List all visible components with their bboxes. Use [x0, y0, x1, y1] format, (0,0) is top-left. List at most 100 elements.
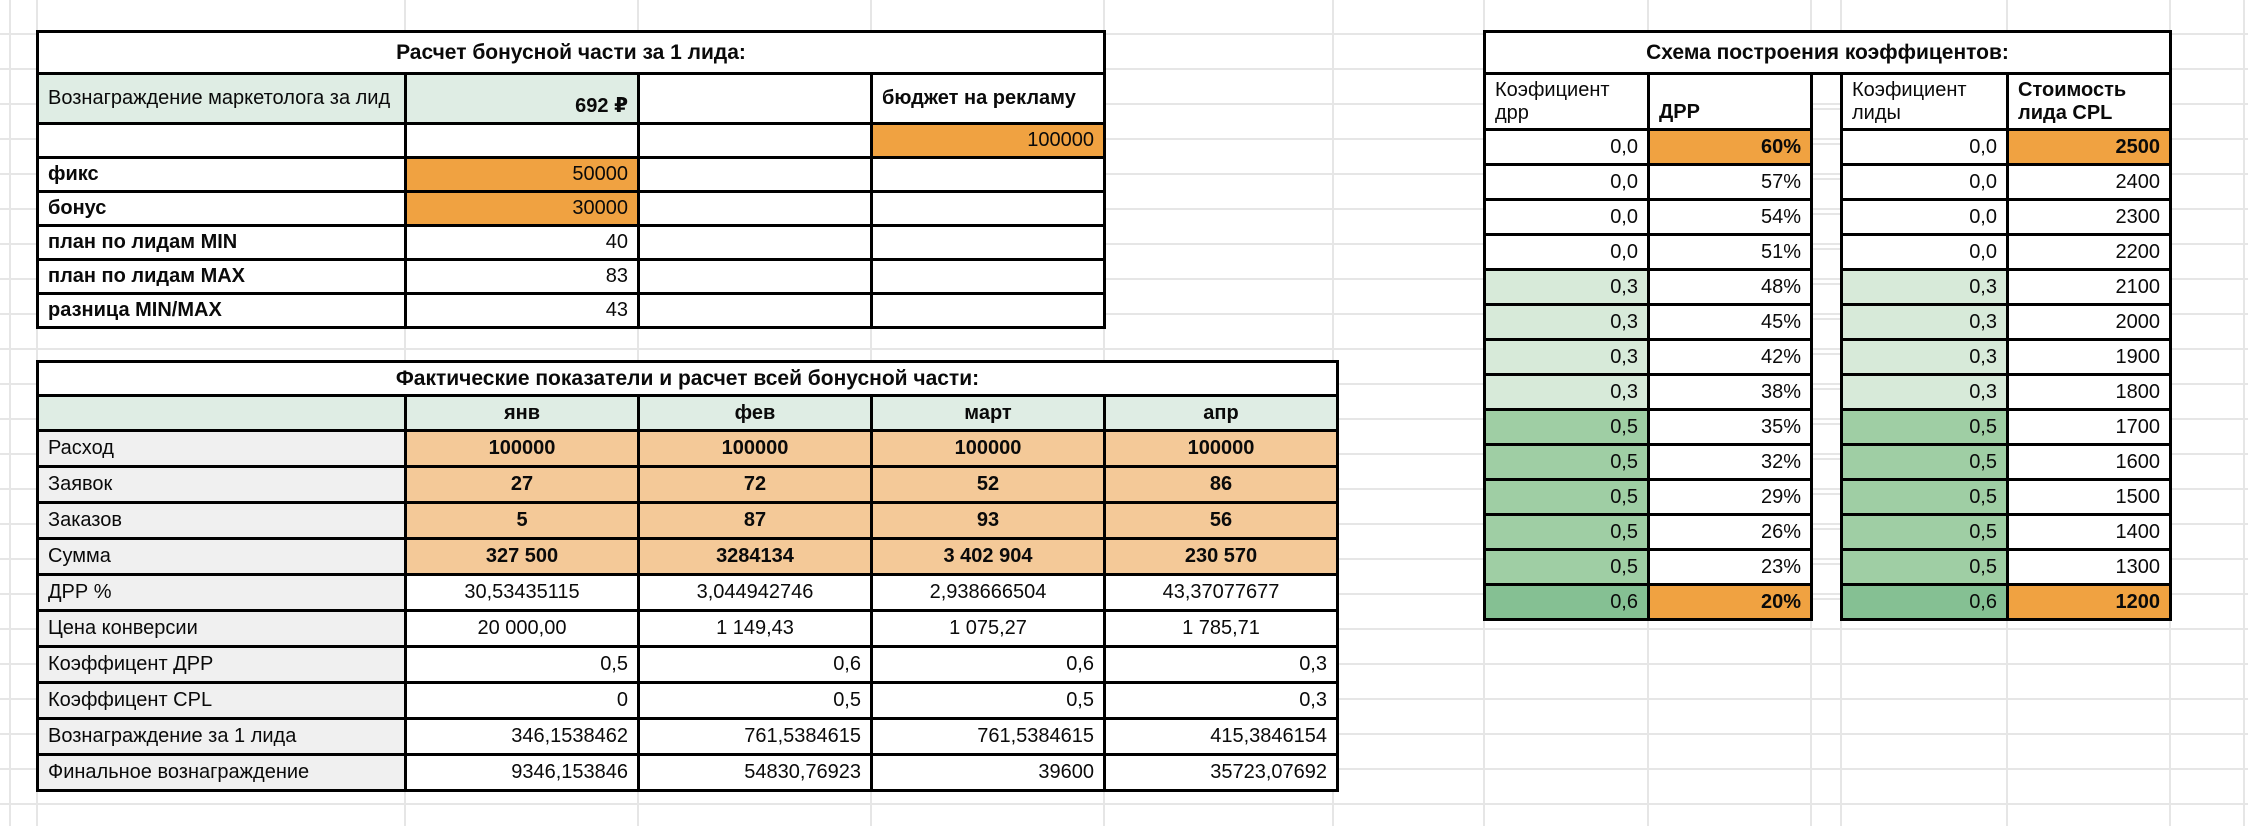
actuals-cell[interactable]: 43,37077677 [1106, 576, 1339, 612]
cpl-cell[interactable]: 0,3 [1843, 306, 2009, 341]
actuals-cell[interactable]: Сумма [39, 540, 407, 576]
cpl-cell[interactable]: 1500 [2009, 481, 2172, 516]
actuals-cell[interactable]: янв [407, 397, 640, 432]
drr-cell[interactable]: 0,5 [1486, 411, 1650, 446]
actuals-cell[interactable]: апр [1106, 397, 1339, 432]
bonus-cell[interactable]: 43 [407, 295, 640, 329]
bonus-cell[interactable]: план по лидам MAX [39, 261, 407, 295]
drr-cell[interactable]: 48% [1650, 271, 1813, 306]
actuals-cell[interactable]: 9346,153846 [407, 756, 640, 792]
actuals-cell[interactable]: 5 [407, 504, 640, 540]
actuals-cell[interactable]: Вознаграждение за 1 лида [39, 720, 407, 756]
bonus-cell[interactable] [407, 125, 640, 159]
actuals-cell[interactable]: 35723,07692 [1106, 756, 1339, 792]
bonus-cell[interactable]: фикс [39, 159, 407, 193]
actuals-cell[interactable]: Расход [39, 432, 407, 468]
drr-cell[interactable]: ДРР [1650, 75, 1813, 131]
bonus-table-title[interactable]: Расчет бонусной части за 1 лида: [39, 33, 1106, 75]
drr-cell[interactable]: 32% [1650, 446, 1813, 481]
cpl-cell[interactable]: 1300 [2009, 551, 2172, 586]
drr-cell[interactable]: 29% [1650, 481, 1813, 516]
cpl-cell[interactable]: 1700 [2009, 411, 2172, 446]
bonus-cell[interactable]: 50000 [407, 159, 640, 193]
actuals-cell[interactable]: 0,6 [640, 648, 873, 684]
cpl-cell[interactable]: 0,5 [1843, 411, 2009, 446]
cpl-cell[interactable]: 1600 [2009, 446, 2172, 481]
bonus-cell[interactable] [640, 295, 873, 329]
cpl-cell[interactable]: 0,5 [1843, 551, 2009, 586]
actuals-cell[interactable]: 0,5 [407, 648, 640, 684]
actuals-cell[interactable]: Заказов [39, 504, 407, 540]
bonus-cell[interactable]: 40 [407, 227, 640, 261]
bonus-cell[interactable]: 30000 [407, 193, 640, 227]
drr-cell[interactable]: 26% [1650, 516, 1813, 551]
drr-cell[interactable]: 0,5 [1486, 481, 1650, 516]
cpl-cell[interactable]: 2400 [2009, 166, 2172, 201]
actuals-cell[interactable]: 1 075,27 [873, 612, 1106, 648]
drr-cell[interactable]: 54% [1650, 201, 1813, 236]
cpl-cell[interactable]: Коэфициент лиды [1843, 75, 2009, 131]
cpl-cell[interactable]: Стоимость лида CPL [2009, 75, 2172, 131]
drr-cell[interactable]: 38% [1650, 376, 1813, 411]
drr-cell[interactable]: 0,0 [1486, 236, 1650, 271]
actuals-cell[interactable]: 86 [1106, 468, 1339, 504]
drr-cell[interactable]: 60% [1650, 131, 1813, 166]
actuals-cell[interactable]: ДРР % [39, 576, 407, 612]
bonus-cell[interactable] [640, 125, 873, 159]
actuals-cell[interactable]: 39600 [873, 756, 1106, 792]
cpl-cell[interactable]: 2200 [2009, 236, 2172, 271]
actuals-cell[interactable]: 100000 [407, 432, 640, 468]
drr-cell[interactable]: 0,0 [1486, 166, 1650, 201]
drr-cell[interactable]: 0,0 [1486, 131, 1650, 166]
cpl-cell[interactable]: 0,3 [1843, 271, 2009, 306]
bonus-cell[interactable] [640, 227, 873, 261]
actuals-cell[interactable]: 3284134 [640, 540, 873, 576]
actuals-cell[interactable]: 72 [640, 468, 873, 504]
actuals-cell[interactable]: 0,3 [1106, 648, 1339, 684]
bonus-cell[interactable] [873, 193, 1106, 227]
actuals-table-title[interactable]: Фактические показатели и расчет всей бон… [39, 363, 1339, 397]
actuals-cell[interactable]: 761,5384615 [873, 720, 1106, 756]
actuals-cell[interactable]: 0 [407, 684, 640, 720]
actuals-cell[interactable]: 0,3 [1106, 684, 1339, 720]
drr-cell[interactable]: 0,3 [1486, 341, 1650, 376]
drr-cell[interactable]: 0,6 [1486, 586, 1650, 621]
actuals-cell[interactable]: 27 [407, 468, 640, 504]
actuals-cell[interactable]: 327 500 [407, 540, 640, 576]
bonus-cell[interactable] [39, 125, 407, 159]
cpl-cell[interactable]: 0,5 [1843, 516, 2009, 551]
actuals-cell[interactable]: 20 000,00 [407, 612, 640, 648]
drr-cell[interactable]: 23% [1650, 551, 1813, 586]
cpl-cell[interactable]: 2300 [2009, 201, 2172, 236]
actuals-cell[interactable]: 0,5 [640, 684, 873, 720]
bonus-cell[interactable]: план по лидам MIN [39, 227, 407, 261]
cpl-cell[interactable]: 1900 [2009, 341, 2172, 376]
actuals-cell[interactable]: 3,044942746 [640, 576, 873, 612]
drr-cell[interactable]: 0,3 [1486, 306, 1650, 341]
drr-cell[interactable]: 57% [1650, 166, 1813, 201]
cpl-cell[interactable]: 2100 [2009, 271, 2172, 306]
drr-cell[interactable]: 0,5 [1486, 516, 1650, 551]
cpl-cell[interactable]: 0,0 [1843, 166, 2009, 201]
bonus-cell[interactable]: Вознаграждение маркетолога за лид [39, 75, 407, 125]
actuals-cell[interactable]: 761,5384615 [640, 720, 873, 756]
drr-cell[interactable]: 0,3 [1486, 376, 1650, 411]
bonus-cell[interactable]: бюджет на рекламу [873, 75, 1106, 125]
cpl-cell[interactable]: 0,5 [1843, 446, 2009, 481]
bonus-cell[interactable] [640, 159, 873, 193]
actuals-cell[interactable]: 230 570 [1106, 540, 1339, 576]
drr-cell[interactable]: 35% [1650, 411, 1813, 446]
actuals-cell[interactable]: 100000 [640, 432, 873, 468]
cpl-cell[interactable]: 0,0 [1843, 131, 2009, 166]
cpl-cell[interactable]: 1800 [2009, 376, 2172, 411]
actuals-cell[interactable]: 100000 [873, 432, 1106, 468]
bonus-cell[interactable]: бонус [39, 193, 407, 227]
bonus-cell[interactable] [640, 75, 873, 125]
actuals-cell[interactable]: 2,938666504 [873, 576, 1106, 612]
bonus-cell[interactable] [640, 261, 873, 295]
cpl-cell[interactable]: 0,3 [1843, 376, 2009, 411]
actuals-cell[interactable]: 0,6 [873, 648, 1106, 684]
actuals-cell[interactable]: 54830,76923 [640, 756, 873, 792]
drr-cell[interactable]: 0,0 [1486, 201, 1650, 236]
actuals-cell[interactable]: 93 [873, 504, 1106, 540]
